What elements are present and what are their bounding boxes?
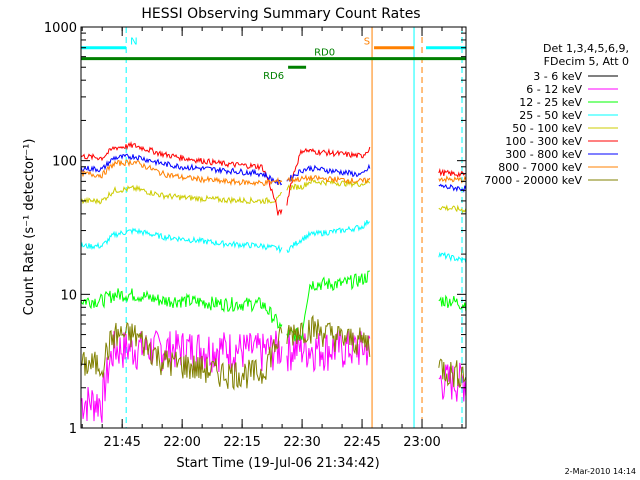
legend-label-5: 100 - 300 keV (505, 135, 582, 148)
legend-header-1: FDecim 5, Att 0 (544, 55, 629, 68)
x-tick-label-3: 22:30 (283, 435, 320, 450)
y-tick-label-0: 1 (69, 422, 77, 437)
legend-label-4: 50 - 100 keV (512, 122, 582, 135)
plot-area: N S RD0 RD6 (80, 27, 467, 428)
x-axis-label: Start Time (19-Jul-06 21:34:42) (176, 456, 379, 471)
legend-label-6: 300 - 800 keV (505, 148, 582, 161)
legend: Det 1,3,4,5,6,9,FDecim 5, Att 0 3 - 6 keV… (484, 42, 629, 187)
footer-date: 2-Mar-2010 14:14 (565, 467, 636, 476)
legend-label-1: 6 - 12 keV (526, 83, 582, 96)
chart-title: HESSI Observing Summary Count Rates (141, 6, 420, 22)
legend-label-0: 3 - 6 keV (533, 70, 582, 83)
series-line-3 (80, 219, 467, 264)
legend-header-0: Det 1,3,4,5,6,9, (543, 42, 629, 55)
series-line-8 (80, 314, 467, 391)
series-line-5 (80, 141, 466, 216)
legend-label-7: 800 - 7000 keV (498, 161, 582, 174)
x-tick-label-5: 23:00 (403, 435, 440, 450)
x-tick-label-0: 21:45 (103, 435, 140, 450)
legend-label-3: 25 - 50 keV (519, 109, 582, 122)
y-tick-label-1: 10 (60, 288, 77, 303)
x-tick-label-4: 22:45 (343, 435, 380, 450)
series-line-2 (80, 270, 467, 342)
y-tick-label-3: 1000 (44, 21, 77, 36)
series-line-7 (80, 158, 467, 187)
legend-label-2: 12 - 25 keV (519, 96, 582, 109)
series-line-6 (80, 153, 467, 193)
plot-frame (80, 26, 467, 429)
annotation-label-0: N (130, 37, 137, 48)
x-tick-label-1: 22:00 (163, 435, 200, 450)
series-line-4 (81, 177, 467, 214)
x-tick-label-2: 22:15 (223, 435, 260, 450)
legend-label-8: 7000 - 20000 keV (484, 174, 582, 187)
axes: 1 10 100 1000 21:45 22:00 22:15 22:30 22:45 23:00 (44, 21, 466, 450)
annotation-label-1: S (364, 37, 370, 48)
annotation-label-2: RD0 (314, 48, 335, 59)
y-tick-label-2: 100 (52, 155, 77, 170)
annotation-label-3: RD6 (263, 71, 284, 82)
y-axis-label: Count Rate (s⁻¹ detector⁻¹) (22, 139, 37, 316)
